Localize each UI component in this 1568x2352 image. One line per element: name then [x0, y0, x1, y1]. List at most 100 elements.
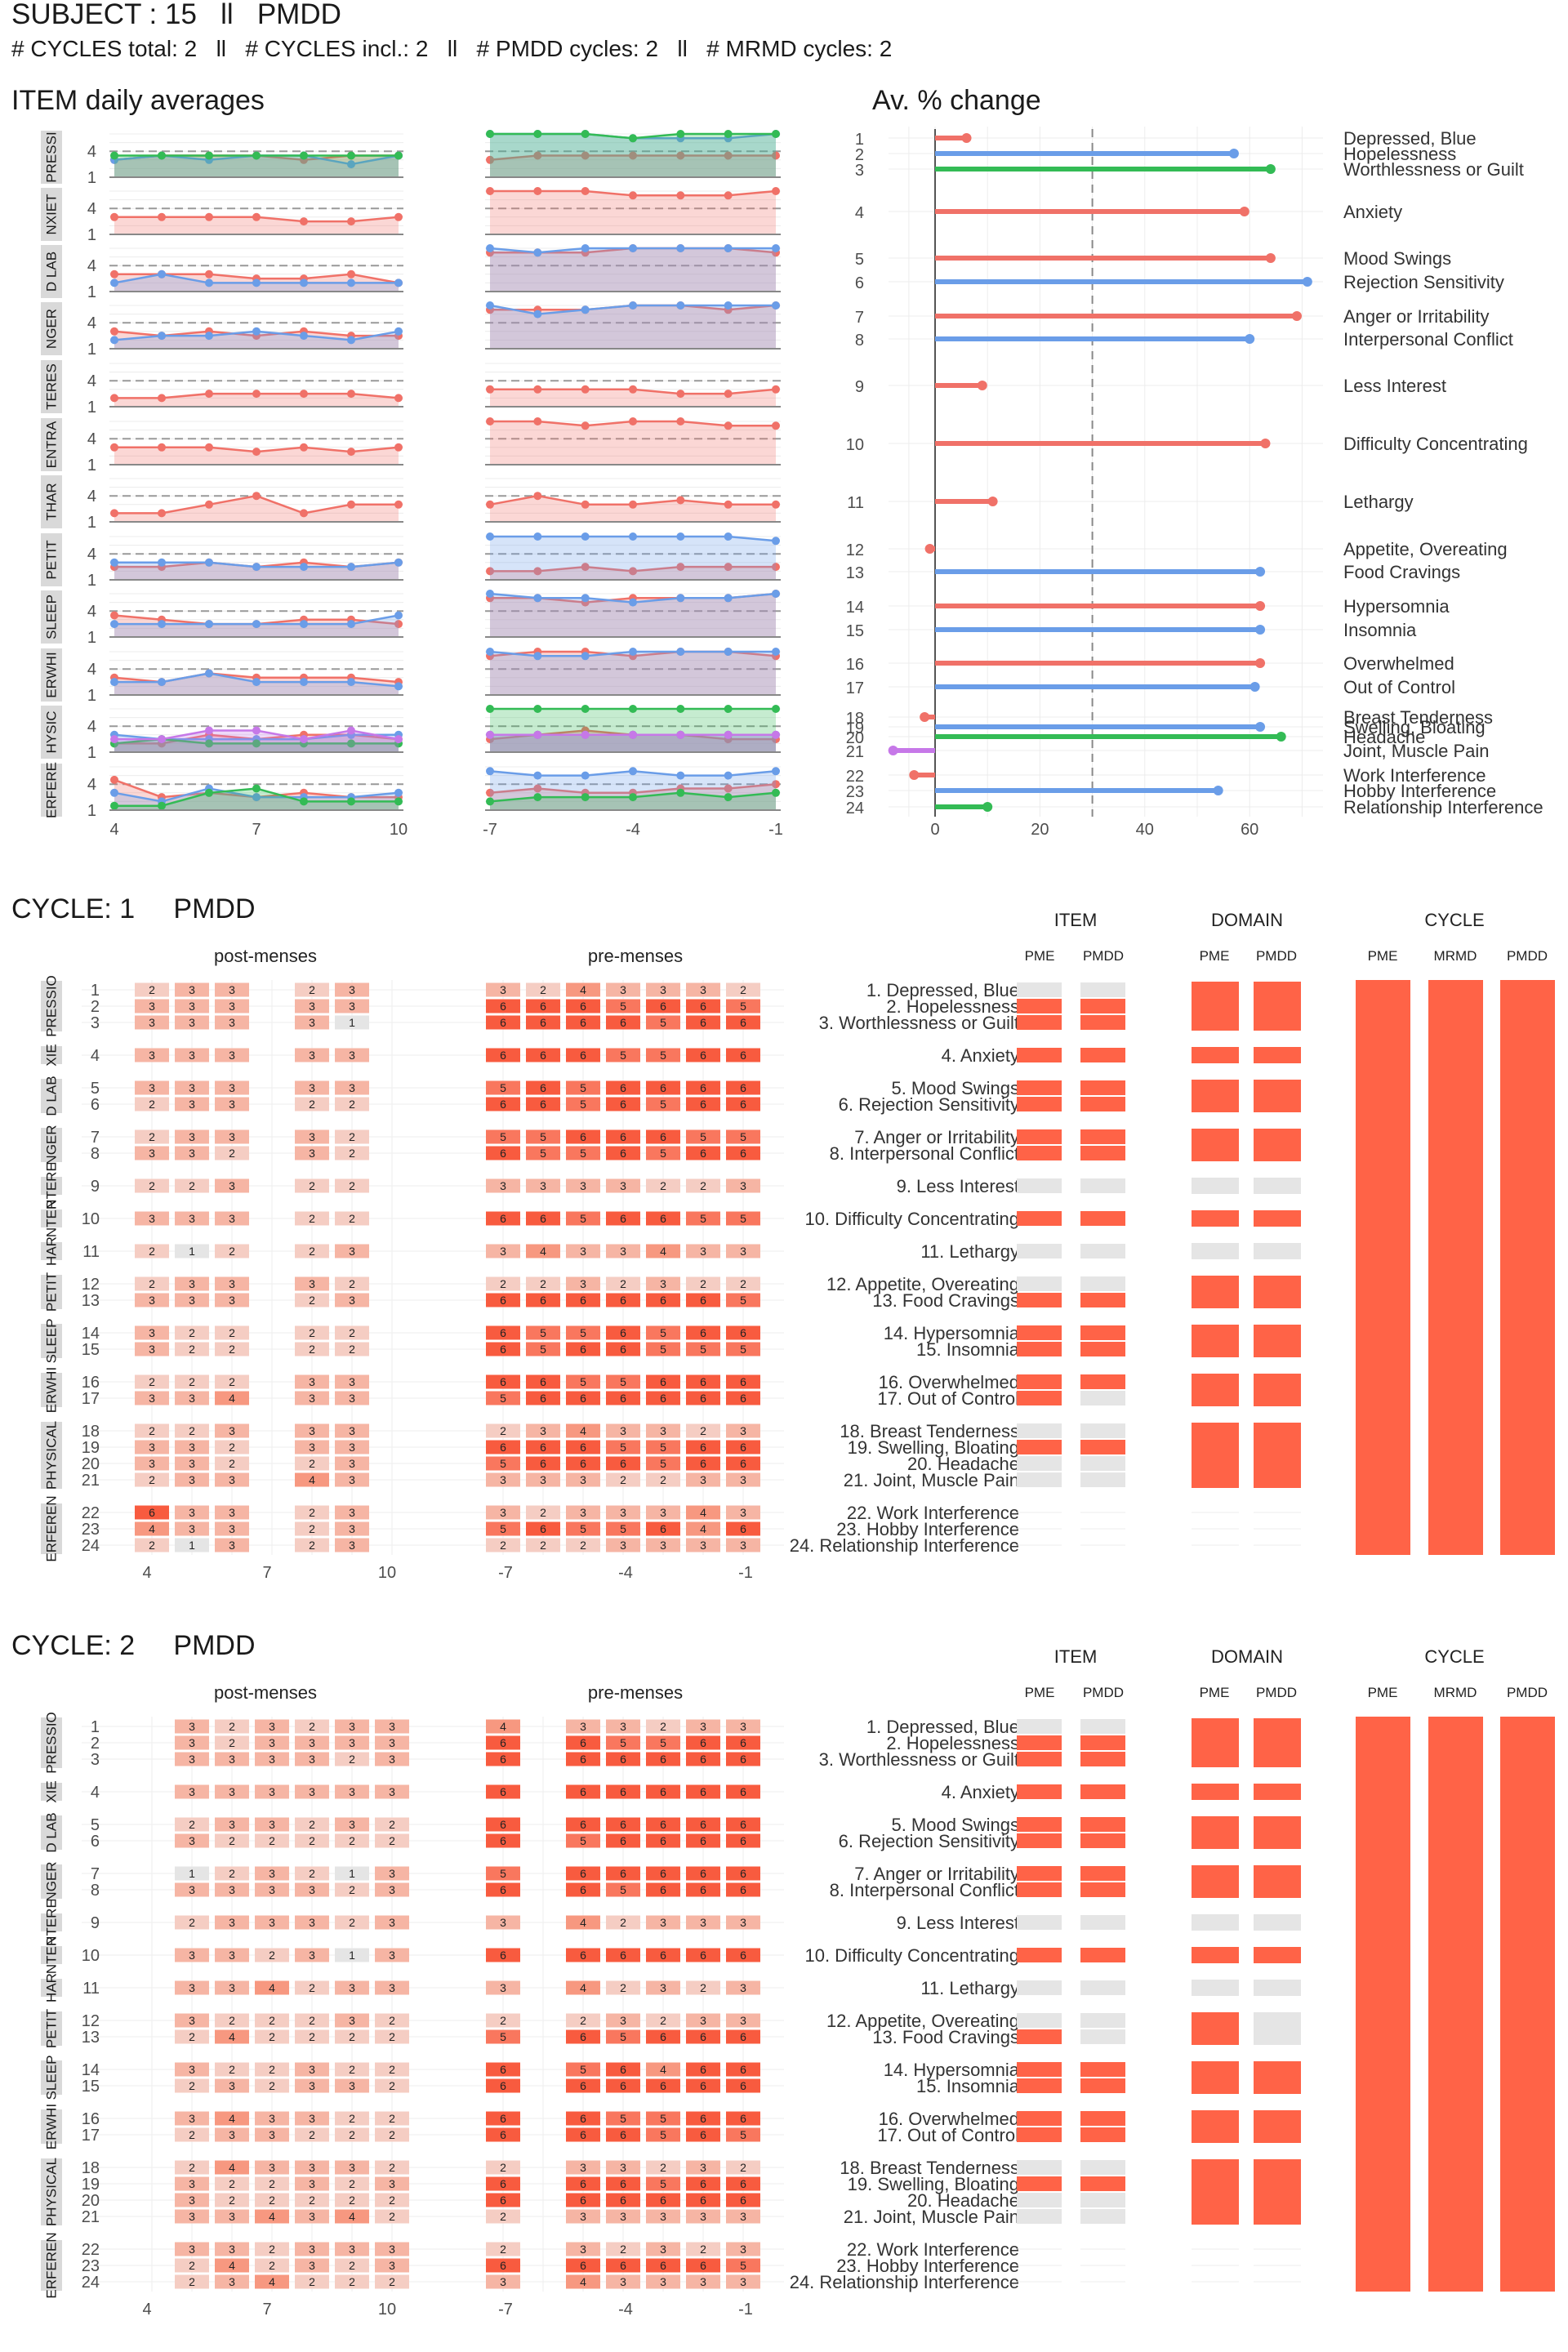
- heat-cell-value: 2: [700, 2243, 706, 2256]
- domain-strip-bg: [41, 2011, 62, 2046]
- heat-row: 2 3 3 3 3 3 6 6 6 5 6 6 5 2. Hopelessness: [82, 996, 1125, 1017]
- cycle-column-label: CYCLE: [1424, 910, 1484, 930]
- heat-cell-value: 2: [229, 1147, 235, 1160]
- red-series-point: [394, 394, 403, 403]
- domain-strip: NGER: [41, 302, 62, 355]
- domain-strip-bg: [41, 1242, 62, 1260]
- heat-cell: [375, 2111, 409, 2126]
- heat-cell: [175, 1784, 209, 1799]
- heat-cell: [726, 1538, 760, 1552]
- heat-cell: [566, 2274, 600, 2289]
- domain-strip-label: TERES: [44, 363, 60, 410]
- heat-cell: [486, 1129, 520, 1144]
- domain-strip-bg: [41, 1946, 62, 1964]
- heat-cell: [215, 999, 249, 1013]
- heat-cell: [375, 2209, 409, 2224]
- heat-cell-value: 2: [700, 1179, 706, 1192]
- heat-cell: [726, 1915, 760, 1930]
- item-flag-on: [1080, 1440, 1125, 1454]
- pre-menses-plot: [485, 478, 781, 523]
- heat-cell: [566, 1538, 600, 1552]
- domain-flag-on: [1254, 1947, 1301, 1963]
- heat-cell: [486, 2127, 520, 2142]
- heat-cell-value: 6: [620, 1212, 626, 1225]
- heat-cell-value: 3: [189, 2014, 195, 2027]
- heat-cell: [215, 1211, 249, 1226]
- red-series-point: [158, 394, 166, 403]
- heat-cell: [135, 1538, 169, 1552]
- green-series-point: [724, 705, 733, 713]
- heat-cell: [606, 1440, 640, 1454]
- heat-cell-value: 2: [269, 2063, 275, 2076]
- domain-flag-on: [1192, 1865, 1239, 1898]
- heat-cell: [255, 1948, 289, 1962]
- heat-cell-value: 2: [580, 2014, 586, 2027]
- heat-cell: [215, 2258, 249, 2273]
- heat-cell-value: 3: [389, 2259, 395, 2272]
- row-number-label: 14: [82, 1325, 100, 1343]
- item-flag-on: [1017, 1882, 1062, 1897]
- heat-cell-value: 6: [700, 1818, 706, 1831]
- heat-cell: [646, 2111, 680, 2126]
- heat-cell-value: 3: [660, 1424, 666, 1437]
- heat-cell: [686, 2193, 720, 2207]
- heat-cell: [606, 2160, 640, 2175]
- heat-cell: [295, 1817, 329, 1832]
- heat-row: 22 3 3 2 3 3 3 2 3 2 3 2 3 22. Work Interference: [82, 2239, 1125, 2260]
- green-series-area: [114, 155, 399, 177]
- item-flag-on: [1017, 1440, 1062, 1454]
- heat-cell: [686, 1423, 720, 1438]
- heat-cell: [486, 1244, 520, 1258]
- heat-cell: [686, 2160, 720, 2175]
- heat-cell-value: 3: [229, 1883, 235, 1896]
- heat-cell: [526, 1325, 560, 1340]
- heat-cell-value: 3: [740, 1720, 746, 1733]
- red-series-point: [724, 500, 733, 509]
- heat-cell: [335, 2176, 369, 2191]
- domain-flag-on: [1254, 1374, 1301, 1406]
- heat-cell: [375, 2078, 409, 2093]
- domain-flag-on: [1254, 2159, 1301, 2225]
- item-flag-on: [1080, 999, 1125, 1013]
- heat-cell-value: 2: [349, 2112, 355, 2125]
- heat-cell: [486, 1817, 520, 1832]
- heat-cell: [215, 1948, 249, 1962]
- heat-cell-value: 6: [700, 1457, 706, 1470]
- red-series-point: [676, 496, 685, 505]
- heat-cell: [335, 2193, 369, 2207]
- green-series-point: [724, 130, 733, 138]
- row-number-label: 13: [82, 2029, 100, 2047]
- heat-cell-value: 3: [189, 1506, 195, 1519]
- post-x-tick-label: 10: [378, 1564, 396, 1582]
- heat-cell: [646, 1244, 680, 1258]
- pre-x-tick-label: -1: [738, 1564, 753, 1582]
- lollipop-point: [888, 746, 898, 755]
- item-number-label: 5: [855, 251, 864, 269]
- heat-cell: [646, 1833, 680, 1848]
- item-flag-off: [1080, 1391, 1125, 1405]
- heat-cell-value: 6: [660, 1867, 666, 1880]
- domain-strip-bg: [41, 981, 62, 1031]
- domain-strip: PETIT: [41, 533, 62, 586]
- y-tick-label: 1: [87, 283, 96, 301]
- domain-strip-label: PETIT: [44, 540, 60, 579]
- heat-row: 16 2 2 2 3 3 6 6 5 5 6 6 6 16. Overwhelmed: [82, 1372, 1125, 1392]
- heat-cell: [215, 2193, 249, 2207]
- domain-strip-bg: [41, 1783, 62, 1801]
- item-flag-off: [1080, 982, 1125, 997]
- domain-strip-label: ERFERE: [44, 762, 60, 818]
- heat-row: 7 1 2 3 2 1 3 5 6 6 6 6 6 7. Anger or Irritability: [82, 1864, 1125, 1884]
- heat-cell-value: 5: [500, 1081, 506, 1094]
- heat-cell-value: 4: [580, 1424, 586, 1437]
- lollipop-item: 8 Interpersonal Conflict: [855, 329, 1513, 350]
- heat-cell-value: 4: [149, 1522, 155, 1535]
- domain-strip: NTERE: [41, 1899, 62, 1946]
- item-name-label: Insomnia: [1343, 620, 1417, 640]
- item-flag-on: [1080, 1882, 1125, 1897]
- heat-cell: [175, 1097, 209, 1111]
- heat-cell: [215, 982, 249, 997]
- item-flag-off: [1080, 1915, 1125, 1930]
- heat-cell: [295, 1080, 329, 1095]
- heat-cell: [686, 999, 720, 1013]
- red-series-point: [347, 390, 355, 399]
